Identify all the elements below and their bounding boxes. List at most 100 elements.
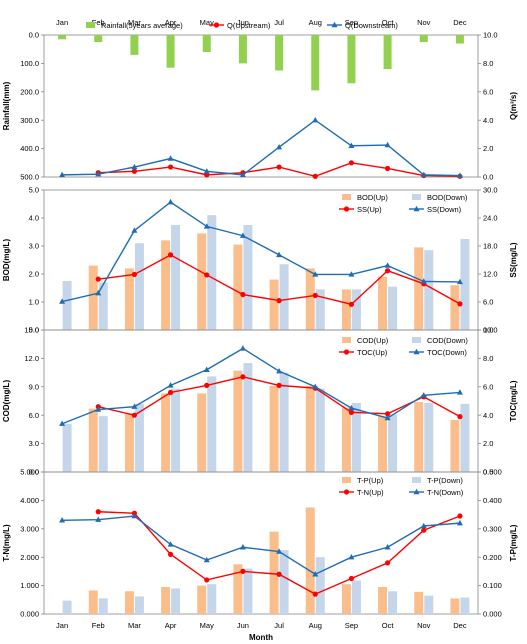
right-tick-label: 0.0 [483,326,493,335]
right-tick-label: 4.0 [483,411,493,420]
left-tick-label: 100.0 [20,59,39,68]
bar-rainfall-5years-average- [238,35,247,64]
left-tick-label: 4.000 [20,496,39,505]
bar-bod-down- [98,282,108,330]
bar-cod-up- [341,407,351,472]
legend-swatch [342,337,351,343]
left-tick-label: 9.0 [29,382,39,391]
bar-t-p-down- [243,568,253,614]
bar-cod-down- [460,403,470,472]
bar-cod-down- [62,423,72,472]
bar-bod-up- [161,240,171,330]
point-toc-up- [384,411,391,417]
bar-cod-up- [378,416,388,472]
bar-t-p-up- [197,585,207,614]
legend-label: BOD(Up) [357,193,388,202]
left-tick-label: 15.0 [24,326,39,335]
month-label: Aug [309,621,322,630]
plot-frame [43,471,479,615]
bar-cod-down- [171,388,181,472]
bar-rainfall-5years-average- [347,35,356,84]
left-tick-label: 0.000 [20,610,39,619]
legend-swatch [86,22,95,28]
point-t-n-up- [276,571,282,577]
point-ss-up- [312,292,318,299]
point-ss-down- [131,227,138,233]
month-label: Mar [128,621,141,630]
point-q-upstream- [312,173,318,179]
left-tick-label: 3.0 [29,439,39,448]
bar-rainfall-5years-average- [166,35,175,68]
point-t-n-down- [456,519,463,526]
point-ss-down- [456,278,463,285]
bar-cod-up- [305,385,315,472]
point-t-n-down- [348,554,355,560]
right-tick-label: 30.0 [483,186,498,195]
bar-t-p-up- [269,531,279,614]
line-toc-down- [61,347,460,425]
right-axis-title: TOC(mg/L) [509,380,518,422]
right-tick-label: 0.000 [483,610,502,619]
point-ss-up- [276,298,282,304]
right-tick-label: 12.0 [483,270,498,279]
bar-t-p-down- [207,584,217,614]
point-toc-up- [348,409,355,415]
right-axis-title: Q(m³/s) [509,92,518,120]
bar-bod-up- [233,244,243,330]
bar-bod-up- [378,276,388,330]
point-ss-down- [276,251,283,258]
bar-t-p-down- [424,595,434,614]
legend-label: SS(Up) [357,205,382,214]
month-label: Jul [274,621,284,630]
point-t-n-up- [421,527,427,533]
left-axis-title: COD(mg/L) [2,380,11,423]
point-toc-up- [276,382,282,388]
point-q-upstream- [204,172,210,178]
bar-bod-up- [88,265,98,330]
point-q-downstream- [59,171,66,178]
legend: T-P(Up) T-P(Down) T-N(Up) T-N(Down) [339,476,464,497]
right-tick-label: 2.0 [483,144,493,153]
bar-t-p-down- [388,591,398,614]
point-q-upstream- [348,160,355,166]
point-toc-down- [276,367,283,374]
bar-cod-down- [207,376,217,472]
point-t-n-up- [95,509,101,515]
point-q-downstream- [203,168,210,174]
legend-label: TOC(Down) [427,348,467,357]
month-label: Feb [92,18,105,27]
point-ss-down- [95,289,102,296]
point-q-downstream- [131,163,138,170]
bar-t-p-down- [460,597,470,614]
legend-label: COD(Up) [357,336,389,345]
bar-bod-down- [424,250,434,330]
point-toc-down- [348,404,355,411]
point-q-downstream- [239,171,246,178]
right-tick-label: 6.0 [483,382,493,391]
line-t-n-down- [62,515,460,576]
bar-cod-down- [134,403,144,472]
bar-bod-down- [388,286,398,330]
point-t-n-up- [384,560,391,566]
month-label: May [200,621,214,630]
bar-bod-down- [460,239,470,330]
point-q-downstream- [167,155,174,161]
bar-cod-up- [269,385,279,472]
point-t-n-up- [348,575,355,582]
legend-label: T-N(Down) [427,488,464,497]
left-tick-label: 5.000 [20,468,39,477]
point-toc-down- [131,403,138,409]
right-tick-label: 0.300 [483,524,502,533]
point-t-n-down- [203,556,210,563]
point-t-n-up- [457,513,463,519]
legend: COD(Up) COD(Down) TOC(Up) TOC(Down) [339,336,468,357]
plot-frame [43,34,479,178]
month-label: Oct [382,18,395,27]
point-toc-down- [203,366,210,372]
point-q-upstream- [384,165,391,172]
left-axis-title: Rainfall(mm) [2,81,11,130]
bar-cod-up- [161,393,171,472]
right-tick-label: 8.0 [483,354,493,363]
bar-rainfall-5years-average- [130,35,139,55]
point-t-n-down- [420,522,427,529]
